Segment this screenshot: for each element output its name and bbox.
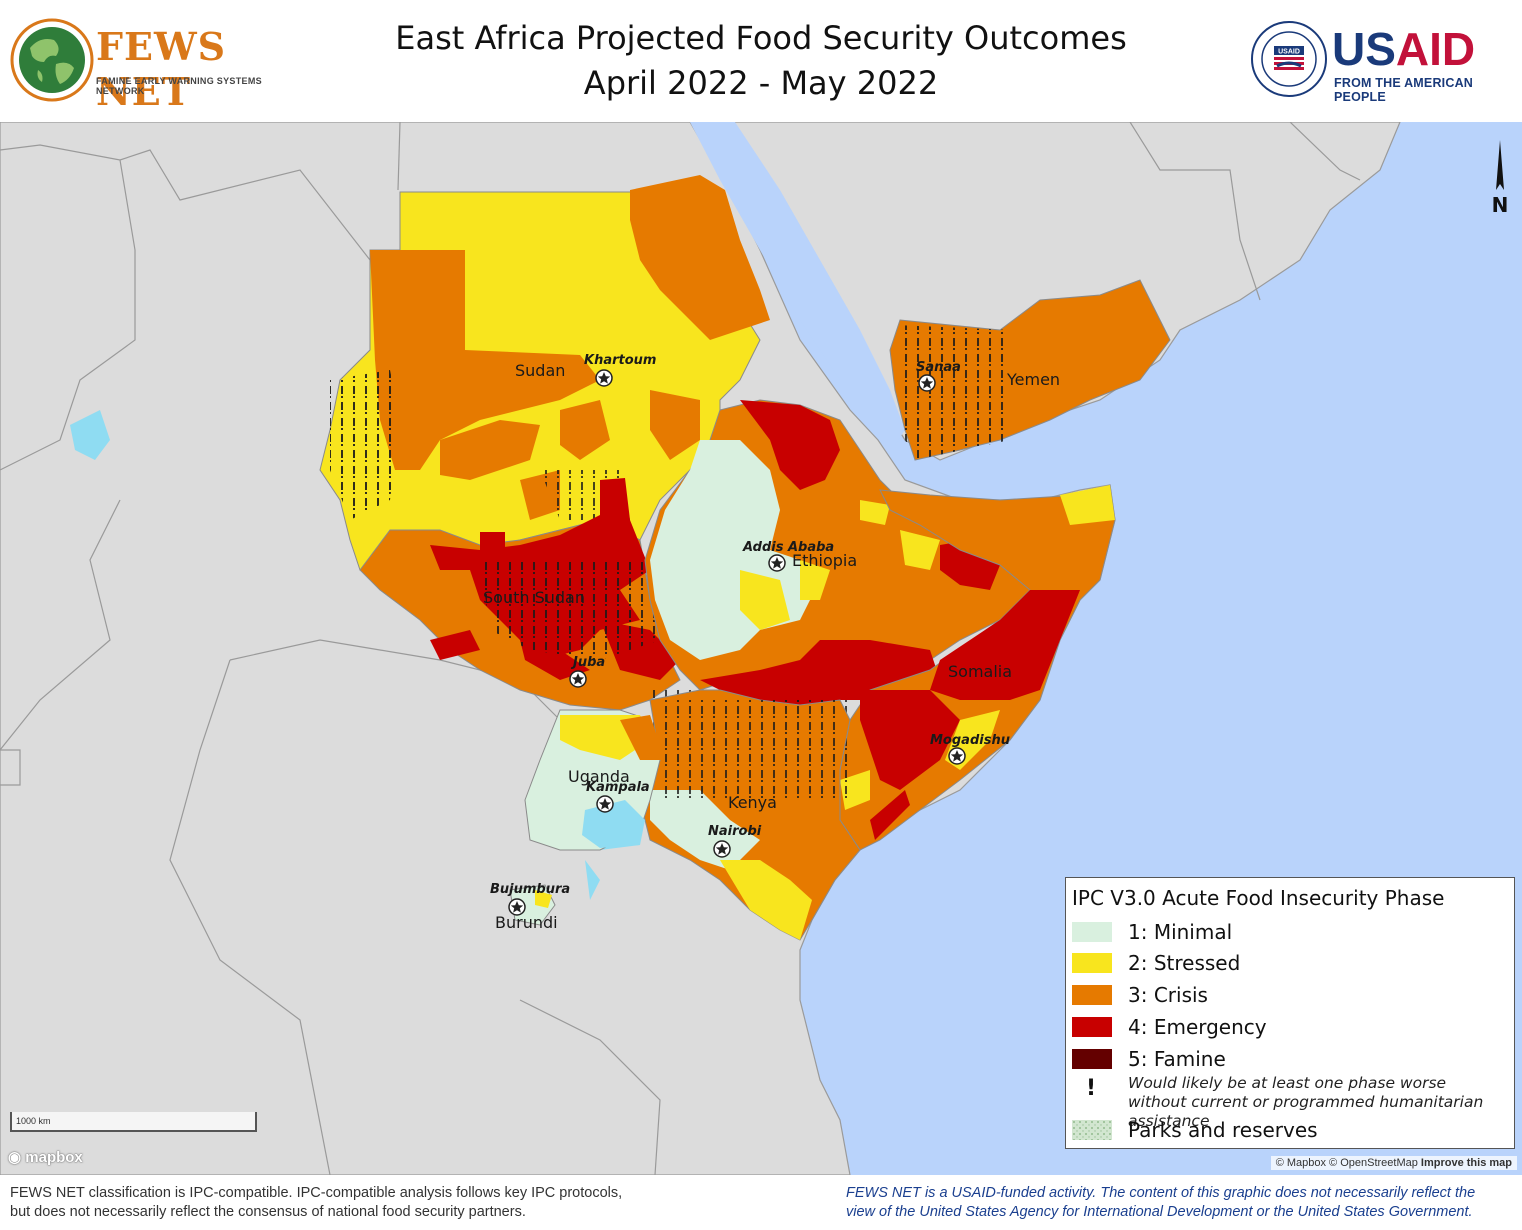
region-sudan: [319, 175, 770, 571]
assistance-exclamation-icon: !: [1086, 1076, 1097, 1101]
scale-bar: 1000 km: [10, 1112, 257, 1132]
star-icon: [510, 901, 524, 913]
country-label-somalia: Somalia: [948, 662, 1012, 681]
legend-label-emergency: 4: Emergency: [1128, 1015, 1267, 1039]
footer-disclaimer-ipc: FEWS NET classification is IPC-compatibl…: [10, 1184, 710, 1222]
city-label-nairobi: Nairobi: [708, 824, 762, 839]
globe-icon: [10, 18, 94, 102]
city-label-mogadishu: Mogadishu: [930, 733, 1010, 748]
usaid-tagline: FROM THE AMERICAN PEOPLE: [1334, 76, 1474, 104]
legend-label-stressed: 2: Stressed: [1128, 951, 1241, 975]
legend-label-assistance: Would likely be at least one phase worse…: [1128, 1074, 1484, 1130]
city-label-khartoum: Khartoum: [584, 353, 656, 368]
city-addis-ababa: Addis Ababa: [742, 540, 834, 572]
title-line-1: East Africa Projected Food Security Outc…: [395, 19, 1127, 57]
legend-swatch-emergency: [1072, 1017, 1112, 1037]
region-south-sudan: [359, 478, 681, 711]
city-juba: Juba: [569, 655, 605, 688]
legend-label-famine: 5: Famine: [1128, 1047, 1226, 1071]
footer-left-line-2: but does not necessarily reflect the con…: [10, 1204, 526, 1220]
usaid-wordmark-us: US: [1332, 23, 1396, 75]
parks-pattern-icon: [1072, 1120, 1112, 1140]
star-icon: [597, 372, 611, 384]
legend-item-famine: 5: Famine: [1072, 1045, 1512, 1073]
mapbox-logo[interactable]: ◉ mapbox: [8, 1148, 83, 1166]
city-mogadishu: Mogadishu: [930, 733, 1010, 765]
star-icon: [950, 750, 964, 762]
city-label-sanaa: Sanaa: [916, 360, 961, 375]
usaid-wordmark-aid: AID: [1395, 23, 1476, 75]
star-icon: [770, 557, 784, 569]
region-burundi: [509, 884, 556, 926]
scale-bar-label: 1000 km: [16, 1116, 51, 1126]
region-uganda: [524, 709, 665, 851]
map-legend: IPC V3.0 Acute Food Insecurity Phase 1: …: [1065, 877, 1515, 1149]
footer-right-line-1: FEWS NET is a USAID-funded activity. The…: [846, 1185, 1476, 1201]
city-label-kampala: Kampala: [586, 780, 650, 795]
city-markers: Khartoum Sanaa Addis Ababa Juba Mogadish: [490, 353, 1010, 916]
fews-net-wordmark: FEWS NET: [96, 24, 227, 114]
star-icon: [715, 843, 729, 855]
legend-item-assistance: ! Would likely be at least one phase wor…: [1072, 1074, 1512, 1130]
outside-borders: [0, 122, 1361, 1175]
city-label-bujumbura: Bujumbura: [490, 882, 570, 897]
city-sanaa: Sanaa: [916, 360, 961, 392]
city-nairobi: Nairobi: [708, 824, 762, 858]
attribution-text: © Mapbox © OpenStreetMap: [1275, 1157, 1418, 1169]
footer-left-line-1: FEWS NET classification is IPC-compatibl…: [10, 1185, 623, 1201]
city-label-addis-ababa: Addis Ababa: [742, 540, 834, 555]
city-label-juba: Juba: [570, 655, 605, 670]
legend-item-crisis: 3: Crisis: [1072, 981, 1512, 1009]
legend-label-crisis: 3: Crisis: [1128, 983, 1208, 1007]
region-kenya: [639, 689, 861, 941]
legend-label-minimal: 1: Minimal: [1128, 920, 1233, 944]
footer-disclaimer-usaid: FEWS NET is a USAID-funded activity. The…: [846, 1184, 1516, 1222]
fews-net-logo: FEWS NET FAMINE EARLY WARNING SYSTEMS NE…: [10, 18, 290, 114]
page-title: East Africa Projected Food Security Outc…: [320, 16, 1202, 106]
legend-title: IPC V3.0 Acute Food Insecurity Phase: [1072, 886, 1445, 910]
city-bujumbura: Bujumbura: [490, 882, 570, 916]
country-label-kenya: Kenya: [728, 793, 777, 812]
red-sea: [690, 122, 905, 445]
country-label-ethiopia: Ethiopia: [792, 551, 857, 570]
legend-swatch-stressed: [1072, 953, 1112, 973]
legend-swatch-famine: [1072, 1049, 1112, 1069]
usaid-wordmark: USAID: [1332, 24, 1475, 74]
north-arrow-icon: N: [1492, 140, 1509, 216]
legend-item-parks: Parks and reserves: [1072, 1116, 1512, 1144]
city-kampala: Kampala: [586, 780, 650, 813]
legend-swatch-crisis: [1072, 985, 1112, 1005]
region-yemen: [889, 279, 1171, 461]
country-labels: Sudan South Sudan Ethiopia Somalia Yemen…: [483, 361, 1060, 932]
title-line-2: April 2022 - May 2022: [583, 64, 939, 102]
legend-item-emergency: 4: Emergency: [1072, 1013, 1512, 1041]
legend-item-stressed: 2: Stressed: [1072, 949, 1512, 977]
footer-right-line-2: view of the United States Agency for Int…: [846, 1204, 1473, 1220]
country-label-uganda: Uganda: [568, 767, 630, 786]
header: FEWS NET FAMINE EARLY WARNING SYSTEMS NE…: [0, 0, 1522, 122]
country-label-south-sudan: South Sudan: [483, 588, 585, 607]
usaid-logo: USAID USAID FROM THE AMERICAN PEOPLE: [1250, 20, 1512, 104]
north-arrow-label: N: [1492, 193, 1509, 216]
usaid-seal-text: USAID: [1278, 49, 1300, 56]
legend-item-minimal: 1: Minimal: [1072, 918, 1512, 946]
country-label-sudan: Sudan: [515, 361, 565, 380]
legend-swatch-parks: [1072, 1120, 1112, 1140]
country-label-burundi: Burundi: [495, 913, 558, 932]
star-icon: [920, 377, 934, 389]
improve-map-link[interactable]: Improve this map: [1420, 1157, 1512, 1169]
usaid-seal-icon: USAID: [1251, 21, 1327, 97]
mapbox-logo-icon: ◉: [8, 1149, 26, 1166]
legend-label-parks: Parks and reserves: [1128, 1118, 1318, 1142]
legend-swatch-minimal: [1072, 922, 1112, 942]
star-icon: [571, 673, 585, 685]
country-label-yemen: Yemen: [1006, 370, 1060, 389]
city-khartoum: Khartoum: [584, 353, 656, 387]
star-icon: [598, 798, 612, 810]
fews-net-tagline: FAMINE EARLY WARNING SYSTEMS NETWORK: [96, 76, 262, 96]
map-attribution: © Mapbox © OpenStreetMap Improve this ma…: [1270, 1156, 1517, 1170]
mapbox-logo-text: mapbox: [25, 1149, 83, 1166]
